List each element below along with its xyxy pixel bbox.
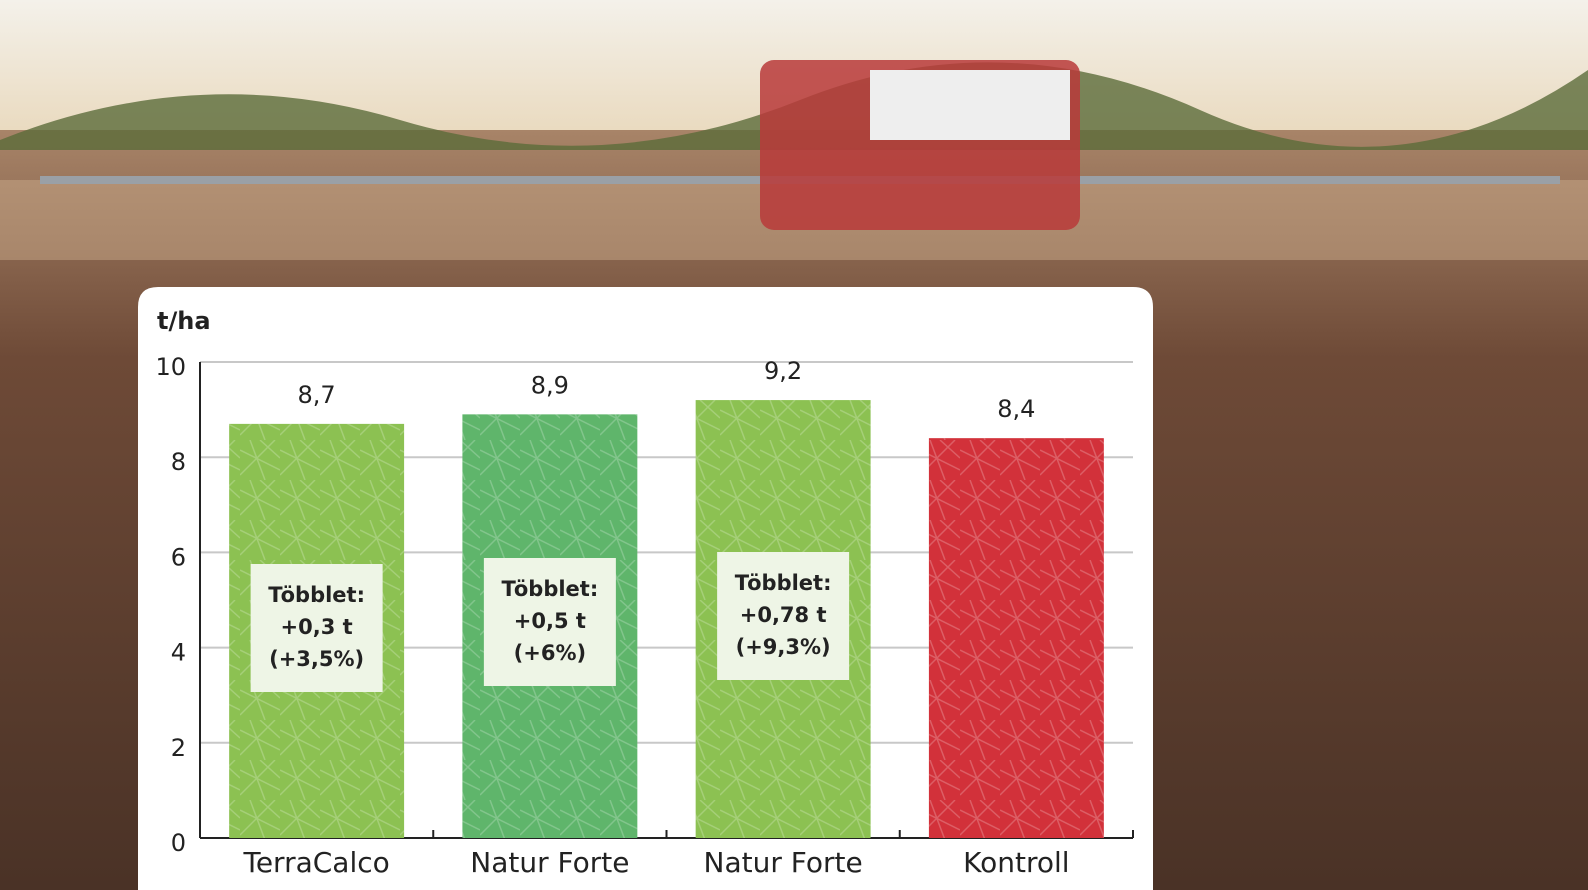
bar-texture <box>928 438 1104 838</box>
y-tick-label: 0 <box>171 829 186 857</box>
annotation-text: +0,5 t <box>514 609 586 633</box>
annotation-box <box>483 558 616 686</box>
x-tick-label: TerraCalco <box>242 846 389 879</box>
y-axis-label: t/ha <box>157 307 211 335</box>
x-tick-label: Kontroll <box>963 846 1069 879</box>
y-tick-label: 6 <box>171 543 186 571</box>
value-label: 8,7 <box>298 381 336 409</box>
y-tick-label: 2 <box>171 734 186 762</box>
annotation-text: (+6%) <box>514 641 586 665</box>
annotation-text: +0,78 t <box>740 603 827 627</box>
y-tick-label: 4 <box>171 639 186 667</box>
y-tick-label: 10 <box>155 353 186 381</box>
annotation-text: +0,3 t <box>281 615 353 639</box>
value-label: 8,9 <box>531 371 569 399</box>
annotation-box <box>250 564 383 692</box>
annotation-text: Többlet: <box>502 577 599 601</box>
annotation-text: (+3,5%) <box>269 647 364 671</box>
annotation-text: (+9,3%) <box>736 635 831 659</box>
value-label: 8,4 <box>997 395 1035 423</box>
x-tick-label: Natur Forte <box>704 846 863 879</box>
annotation-text: Többlet: <box>735 571 832 595</box>
annotation-box <box>717 552 850 680</box>
value-label: 9,2 <box>764 357 802 385</box>
plot-area: 0 2 4 6 8 10 TerraCalco 8,7 Natur Forte 8,9 Natur … <box>155 353 1134 879</box>
y-tick-label: 8 <box>171 448 186 476</box>
x-tick-label: Natur Forte <box>470 846 629 879</box>
annotation-text: Többlet: <box>268 583 365 607</box>
